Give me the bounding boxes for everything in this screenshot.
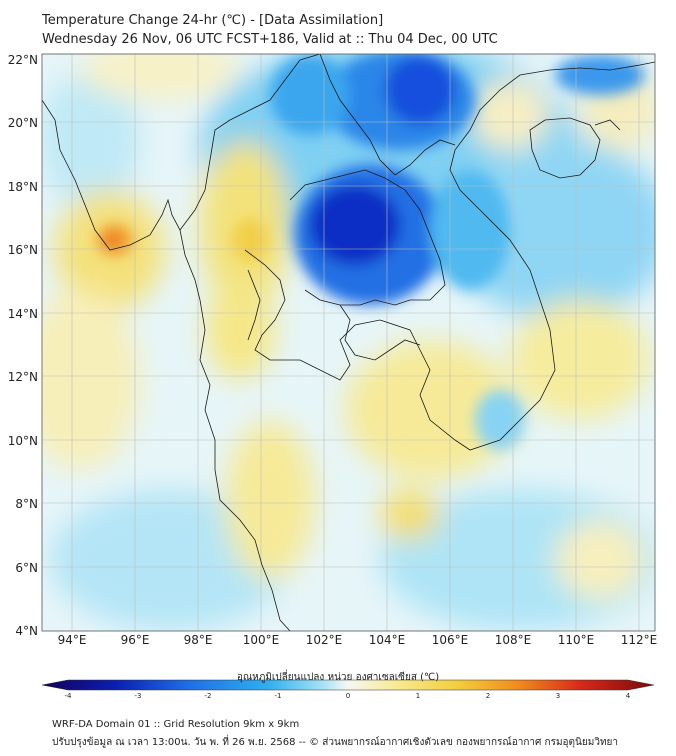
colorbar-tick-3: 3 xyxy=(555,692,561,700)
colorbar-tick-4: 4 xyxy=(625,692,631,700)
colorbar-tick-2: 2 xyxy=(485,692,491,700)
lon-label-112e: 112°E xyxy=(620,633,658,647)
lat-label-20n: 20°N xyxy=(7,116,38,130)
lon-label-106e: 106°E xyxy=(431,633,469,647)
temperature-field xyxy=(42,54,655,631)
colorbar-title: อุณหภูมิเปลี่ยนแปลง หน่วย องศาเซลเซียส (… xyxy=(236,672,440,683)
country-borders xyxy=(42,54,655,631)
lat-label-6n: 6°N xyxy=(15,561,38,575)
colorbar-tick-0: 0 xyxy=(345,692,351,700)
colorbar-tick-m2: -2 xyxy=(204,692,212,700)
lon-label-110e: 110°E xyxy=(557,633,595,647)
lon-label-102e: 102°E xyxy=(305,633,343,647)
lat-label-4n: 4°N xyxy=(15,624,38,638)
lon-label-96e: 96°E xyxy=(120,633,150,647)
chart-title: Temperature Change 24-hr (℃) - [Data Ass… xyxy=(42,11,498,49)
lat-label-22n: 22°N xyxy=(7,53,38,67)
lat-label-10n: 10°N xyxy=(7,434,38,448)
title-line-1: Temperature Change 24-hr (℃) - [Data Ass… xyxy=(42,13,384,28)
lon-label-104e: 104°E xyxy=(368,633,406,647)
lat-label-8n: 8°N xyxy=(15,497,38,511)
title-line-2: Wednesday 26 Nov, 06 UTC FCST+186, Valid… xyxy=(42,32,498,47)
colorbar-tick-m3: -3 xyxy=(134,692,142,700)
map-frame xyxy=(41,53,656,632)
lat-label-14n: 14°N xyxy=(7,307,38,321)
lon-label-108e: 108°E xyxy=(494,633,532,647)
colorbar xyxy=(41,679,655,691)
footer-credit: ปรับปรุงข้อมูล ณ เวลา 13:00น. วัน พ. ที่… xyxy=(52,737,619,748)
colorbar-tick-m4: -4 xyxy=(64,692,72,700)
lat-label-12n: 12°N xyxy=(7,370,38,384)
colorbar-tick-m1: -1 xyxy=(274,692,282,700)
lon-label-100e: 100°E xyxy=(242,633,280,647)
colorbar-tick-1: 1 xyxy=(415,692,421,700)
lon-label-94e: 94°E xyxy=(57,633,87,647)
lat-label-18n: 18°N xyxy=(7,180,38,194)
lat-lon-grid xyxy=(42,54,655,631)
lat-label-16n: 16°N xyxy=(7,243,38,257)
lon-label-98e: 98°E xyxy=(183,633,213,647)
footer-model-info: WRF-DA Domain 01 :: Grid Resolution 9km … xyxy=(52,719,300,730)
